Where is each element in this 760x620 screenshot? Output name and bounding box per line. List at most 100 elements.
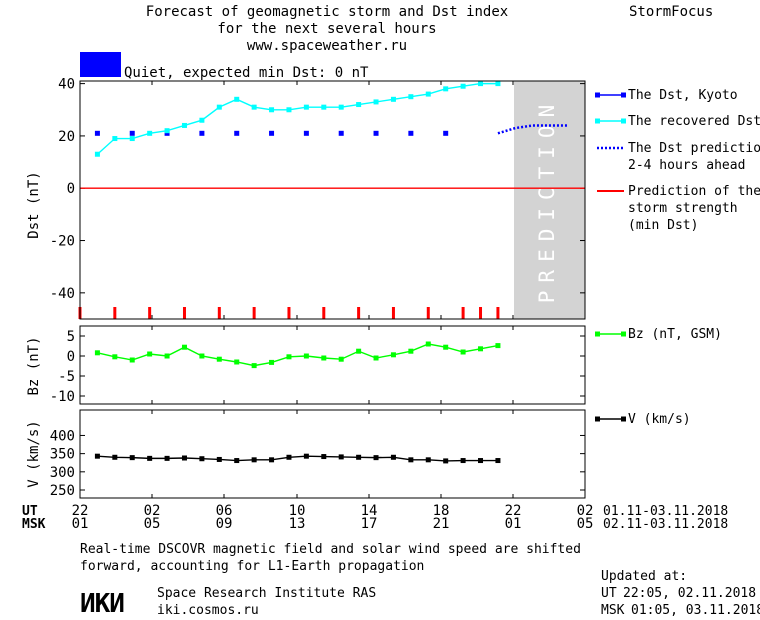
dst-panel: PREDICTION 40 20 0 -20 -40 Dst (nT): [26, 77, 586, 320]
title-line-3: www.spaceweather.ru: [247, 38, 407, 54]
dst-series-0-point: [408, 130, 414, 136]
legend-dst-prediction-label: 2-4 hours ahead: [628, 158, 745, 173]
bz-ytick-label: 0: [67, 349, 75, 365]
dst-series-1-point: [303, 104, 309, 110]
updated-ut-label: UT: [601, 586, 617, 601]
bz-series-0-point: [94, 350, 100, 356]
legend-bz-swatch-marker: [595, 331, 600, 337]
bz-series-0-line: [97, 343, 499, 367]
updated-ut-value: 22:05, 02.11.2018: [623, 586, 756, 601]
ut-tick-label: 06: [216, 503, 233, 519]
bz-series-0-point: [112, 354, 118, 360]
bz-ytick-label: -10: [50, 389, 75, 405]
v-series-0-point: [216, 456, 222, 462]
bz-panel: 5 0 -5 -10 Bz (nT): [26, 325, 586, 405]
brand-name: StormFocus: [629, 4, 713, 20]
bz-ytick-label: 5: [67, 329, 75, 345]
dst-series-1-point: [129, 136, 135, 142]
dst-series-0-point: [269, 130, 275, 136]
prediction-zone: [514, 81, 585, 319]
v-series-0-point: [112, 454, 118, 460]
legends: The Dst, Kyoto The recovered Dst The Dst p…: [595, 88, 760, 427]
dst-series-0-point: [443, 130, 449, 136]
footer: Real-time DSCOVR magnetic field and sola…: [80, 542, 760, 619]
dst-ytick-label: -20: [50, 234, 75, 250]
msk-date-range: 02.11-03.11.2018: [603, 517, 728, 532]
footer-note-line-1: Real-time DSCOVR magnetic field and sola…: [80, 542, 581, 557]
bz-ylabel: Bz (nT): [26, 336, 42, 395]
dst-series-1-point: [495, 81, 501, 87]
bz-series-0-point: [129, 357, 135, 363]
bz-series-0-point: [303, 353, 309, 359]
v-series-0-point: [425, 457, 431, 463]
v-series-0-point: [269, 457, 275, 463]
dst-series-1-point: [94, 151, 100, 157]
v-series-0-point: [356, 454, 362, 460]
dst-series-1-point: [460, 83, 466, 89]
v-series-0-point: [443, 458, 449, 464]
dst-series-1-point: [216, 104, 222, 110]
dst-series-0-point: [164, 130, 170, 136]
v-series-0-point: [373, 455, 379, 461]
msk-tick-label: 09: [216, 516, 233, 532]
bz-series-0-point: [251, 363, 257, 369]
v-series-0-point: [321, 454, 327, 460]
dst-series-1-point: [199, 117, 205, 123]
msk-tick-label: 13: [289, 516, 306, 532]
iki-logo: ИКИ: [80, 589, 124, 619]
dst-series-1-point: [338, 104, 344, 110]
dst-series-0-point: [303, 130, 309, 136]
dst-series-1-point: [408, 94, 414, 100]
msk-tick-label: 01: [72, 516, 89, 532]
bz-series-0-point: [216, 356, 222, 362]
bz-series-0-point: [164, 353, 170, 359]
dst-ytick-label: 40: [58, 77, 75, 93]
bz-series-0-point: [147, 351, 153, 357]
v-ylabel: V (km/s): [26, 420, 42, 487]
dst-series-1-point: [356, 102, 362, 108]
dst-series-1-point: [147, 130, 153, 136]
v-series-0-point: [164, 455, 170, 461]
msk-tick-label: 01: [505, 516, 522, 532]
legend-dst-recovered-label: The recovered Dst: [628, 114, 760, 129]
ut-tick-label: 22: [505, 503, 522, 519]
v-series-0-point: [390, 454, 396, 460]
legend-dst-kyoto-label: The Dst, Kyoto: [628, 88, 738, 103]
ut-tick-label: 10: [289, 503, 306, 519]
v-series-0-point: [181, 455, 187, 461]
legend-dst-storm-label: storm strength: [628, 201, 738, 216]
dst-series-1-point: [112, 136, 118, 142]
bz-series-0-point: [390, 352, 396, 358]
legend-bz-label: Bz (nT, GSM): [628, 327, 722, 342]
v-series-0-point: [251, 457, 257, 463]
bz-marks: [94, 341, 501, 369]
msk-tick-label: 17: [361, 516, 378, 532]
legend-dst-kyoto-swatch-marker: [595, 92, 600, 98]
dst-series-1-point: [164, 128, 170, 134]
dst-frame: [79, 80, 586, 320]
v-series-0-point: [478, 458, 484, 464]
legend-dst-storm-label: Prediction of the: [628, 184, 760, 199]
dst-series-1-point: [443, 86, 449, 92]
prediction-label: PREDICTION: [535, 97, 559, 303]
bz-series-0-point: [269, 359, 275, 365]
dst-ylabel: Dst (nT): [26, 171, 42, 238]
dst-marks: [78, 81, 585, 319]
status: Quiet, expected min Dst: 0 nT: [80, 52, 369, 81]
v-series-0-point: [303, 453, 309, 459]
v-marks: [94, 453, 501, 464]
v-series-0-point: [129, 455, 135, 461]
institute-name: Space Research Institute RAS: [157, 586, 376, 601]
dst-series-1-point: [286, 107, 292, 113]
ut-date-range: 01.11-03.11.2018: [603, 504, 728, 519]
legend-v-swatch-marker: [595, 416, 600, 422]
bz-series-0-point: [338, 356, 344, 362]
footer-note-line-2: forward, accounting for L1-Earth propaga…: [80, 559, 424, 574]
msk-tick-label: 05: [577, 516, 594, 532]
bz-series-0-point: [286, 354, 292, 360]
v-ytick-label: 350: [50, 447, 75, 463]
bz-axis: 5 0 -5 -10: [50, 326, 586, 405]
time-tick-labels: 22 02 06 10 14 18 22 02 01 05 09 13 17 21 01 05: [72, 503, 594, 532]
